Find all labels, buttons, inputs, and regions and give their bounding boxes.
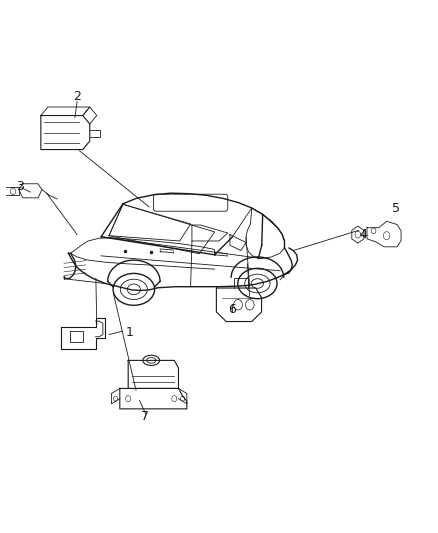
Text: 5: 5	[392, 201, 400, 214]
Text: 3: 3	[16, 180, 24, 193]
Text: 1: 1	[126, 326, 134, 340]
Text: 2: 2	[73, 90, 81, 103]
Text: 4: 4	[359, 228, 367, 241]
Text: 7: 7	[141, 410, 149, 423]
Text: 6: 6	[228, 303, 236, 316]
